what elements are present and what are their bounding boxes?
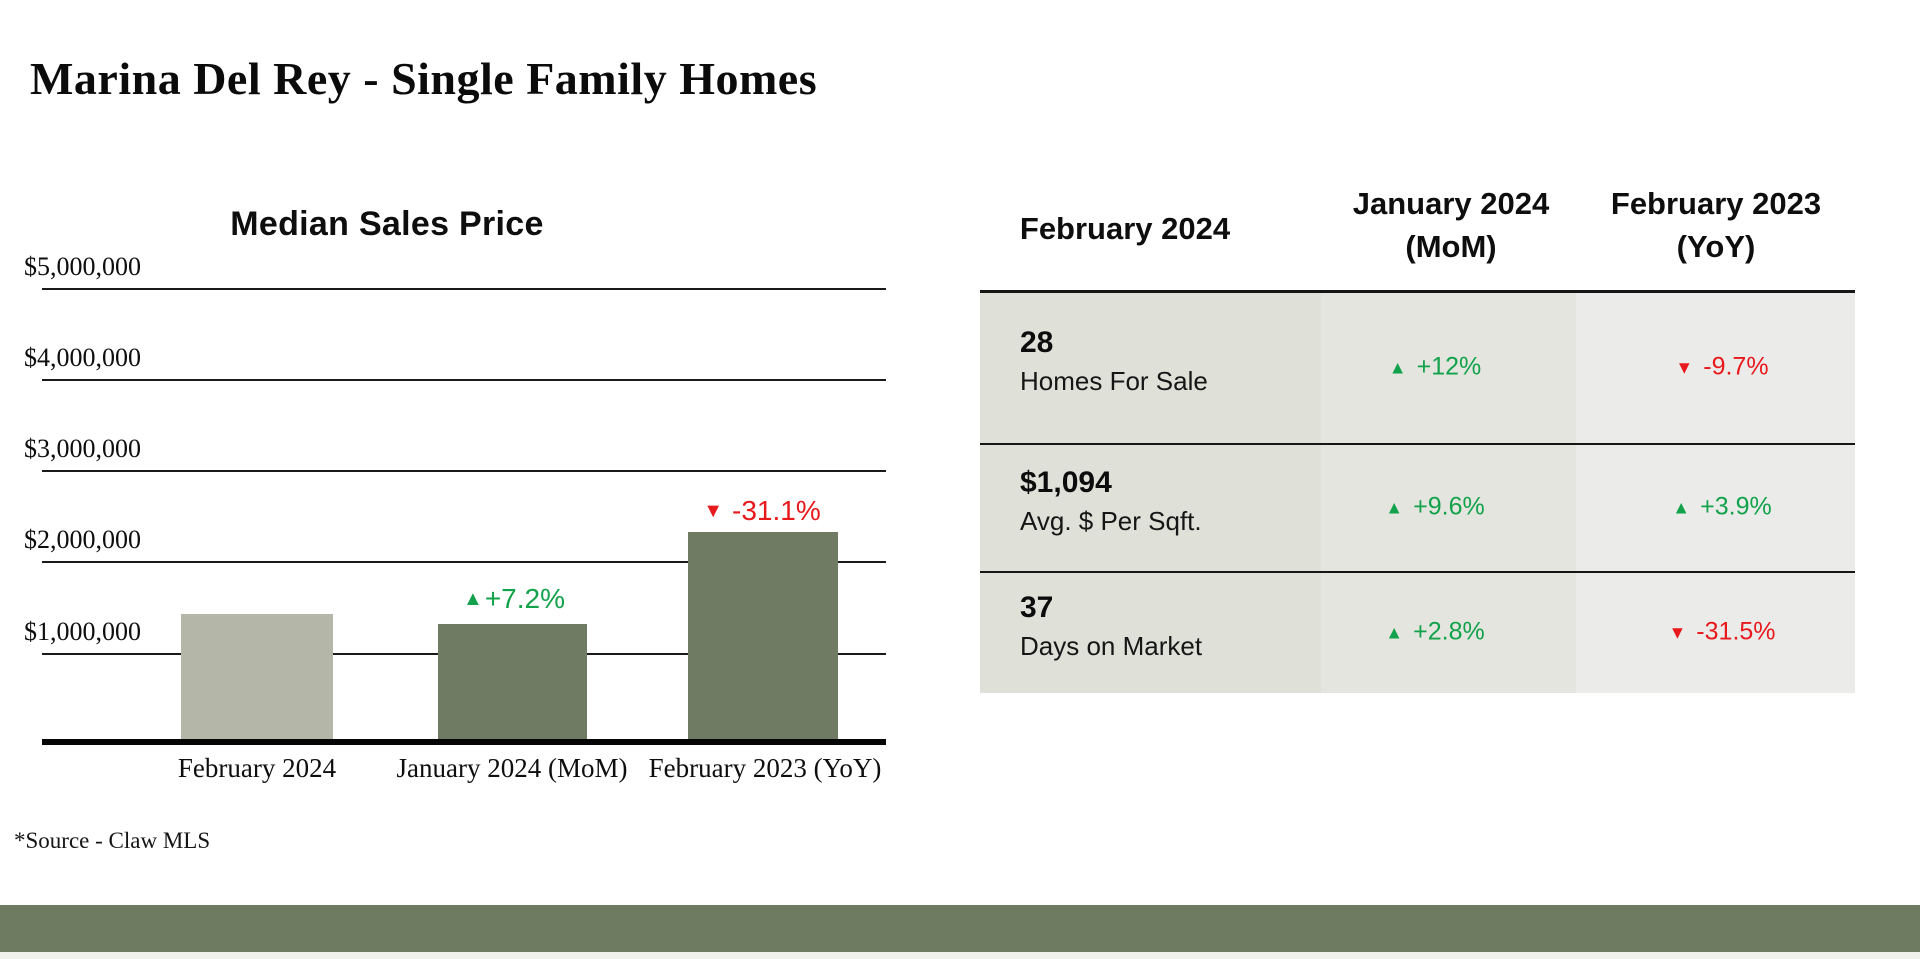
table-row-separator [980, 443, 1855, 445]
x-axis-tick: January 2024 (MoM) [396, 753, 628, 783]
y-axis-tick: $1,000,000 [24, 617, 141, 646]
change-value: -9.7% [1703, 352, 1769, 381]
bar-february-2024 [181, 614, 333, 739]
yoy-change-cell: ▲ +3.9% [1672, 492, 1772, 521]
gridline-3m [42, 470, 886, 472]
up-triangle-icon: ▲ [1388, 357, 1407, 377]
mom-change-value: +7.2% [484, 583, 565, 614]
change-value: +3.9% [1700, 492, 1772, 521]
x-axis-tick: February 2023 (YoY) [648, 753, 882, 783]
mom-change-cell: ▲ +9.6% [1385, 492, 1485, 521]
up-triangle-icon: ▲ [463, 588, 483, 610]
y-axis-tick: $3,000,000 [24, 434, 141, 463]
metric-value: 37 [1020, 591, 1054, 624]
footer-bottom-strip [0, 952, 1920, 959]
metric-label: Days on Market [1020, 631, 1203, 661]
yoy-change-annotation: ▼ -31.1% [703, 497, 821, 525]
change-value: -31.5% [1696, 617, 1776, 646]
chart-title: Median Sales Price [230, 205, 544, 243]
table-header-rule [980, 290, 1855, 293]
table-header-february-2024: February 2024 [1019, 211, 1231, 246]
table-column2-background [1321, 293, 1576, 693]
up-triangle-icon: ▲ [1385, 622, 1404, 642]
down-triangle-icon: ▼ [1675, 357, 1694, 377]
change-value: +2.8% [1413, 617, 1485, 646]
up-triangle-icon: ▲ [1672, 497, 1691, 517]
page-title: Marina Del Rey - Single Family Homes [30, 53, 818, 104]
down-triangle-icon: ▼ [1668, 622, 1687, 642]
table-header-line2: (MoM) [1405, 229, 1497, 265]
footer-accent-bar [0, 905, 1920, 952]
down-triangle-icon: ▼ [703, 500, 724, 522]
metric-value: 28 [1020, 326, 1054, 359]
table-header-line1: January 2024 [1352, 186, 1550, 221]
metric-value: $1,094 [1020, 466, 1112, 499]
table-header-line2: (YoY) [1676, 229, 1756, 265]
table-header-january-2024-mom: January 2024 (MoM) [1353, 182, 1549, 269]
up-triangle-icon: ▲ [1385, 497, 1404, 517]
yoy-change-value: -31.1% [732, 495, 821, 526]
yoy-change-cell: ▼ -31.5% [1668, 617, 1776, 646]
mom-change-cell: ▲ +2.8% [1385, 617, 1485, 646]
table-column3-background [1576, 293, 1855, 693]
gridline-5m [42, 288, 886, 290]
change-value: +9.6% [1413, 492, 1485, 521]
y-axis-tick: $5,000,000 [24, 252, 141, 281]
x-axis-tick: February 2024 [177, 753, 337, 783]
x-axis-baseline [42, 739, 886, 745]
source-note: *Source - Claw MLS [14, 828, 211, 853]
table-column1-background [980, 293, 1321, 693]
table-row-separator [980, 571, 1855, 573]
metric-label: Homes For Sale [1020, 366, 1208, 396]
metric-label: Avg. $ Per Sqft. [1020, 506, 1202, 536]
mom-change-cell: ▲ +12% [1388, 352, 1482, 381]
table-header-line1: February 2023 [1610, 186, 1822, 221]
y-axis-tick: $2,000,000 [24, 525, 141, 554]
y-axis-tick: $4,000,000 [24, 343, 141, 372]
gridline-2m [42, 561, 886, 563]
bar-february-2023 [688, 532, 838, 739]
table-header-february-2023-yoy: February 2023 (YoY) [1611, 182, 1821, 269]
bar-january-2024 [438, 624, 587, 739]
gridline-4m [42, 379, 886, 381]
change-value: +12% [1416, 352, 1482, 381]
yoy-change-cell: ▼ -9.7% [1675, 352, 1769, 381]
mom-change-annotation: ▲ +7.2% [463, 585, 565, 613]
